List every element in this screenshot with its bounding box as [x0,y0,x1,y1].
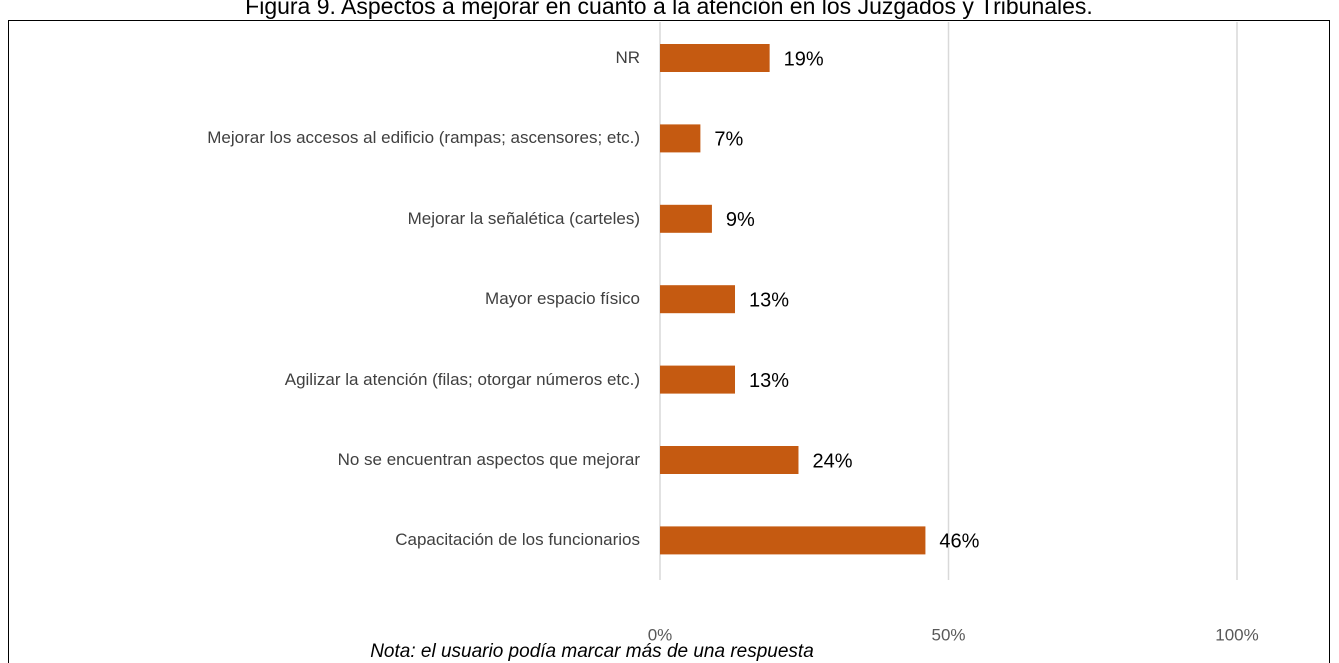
bar [660,365,736,394]
y-tick-label: No se encuentran aspectos que mejorar [337,450,640,469]
x-tick-label: 0% [648,625,673,644]
y-tick-label: Mejorar la señalética (carteles) [407,208,640,228]
bar [660,124,701,153]
y-tick-label: NR [615,48,640,67]
bar [660,285,736,314]
x-tick-label: 100% [1215,625,1258,644]
data-label: 7% [714,129,743,151]
chart-title: Figura 9. Aspectos a mejorar en cuanto a… [245,0,1093,19]
y-tick-label: Mejorar los accesos al edificio (rampas;… [207,128,640,148]
data-label: 13% [749,289,789,311]
y-tick-label: Capacitación de los funcionarios [395,530,640,550]
bar [660,204,712,233]
bar [660,446,799,474]
data-label: 9% [726,209,755,231]
data-label: 46% [939,531,979,553]
bar [660,526,926,555]
y-tick-label: Agilizar la atención (filas; otorgar núm… [284,369,640,389]
note: Nota: el usuario podía marcar más de una… [370,641,814,662]
y-tick-label: Mayor espacio físico [485,289,640,309]
frame [8,20,1330,663]
x-tick-label: 50% [931,625,965,644]
data-label: 24% [812,450,852,472]
data-label: 13% [749,370,789,392]
data-label: 19% [784,48,824,70]
bar [660,44,770,72]
